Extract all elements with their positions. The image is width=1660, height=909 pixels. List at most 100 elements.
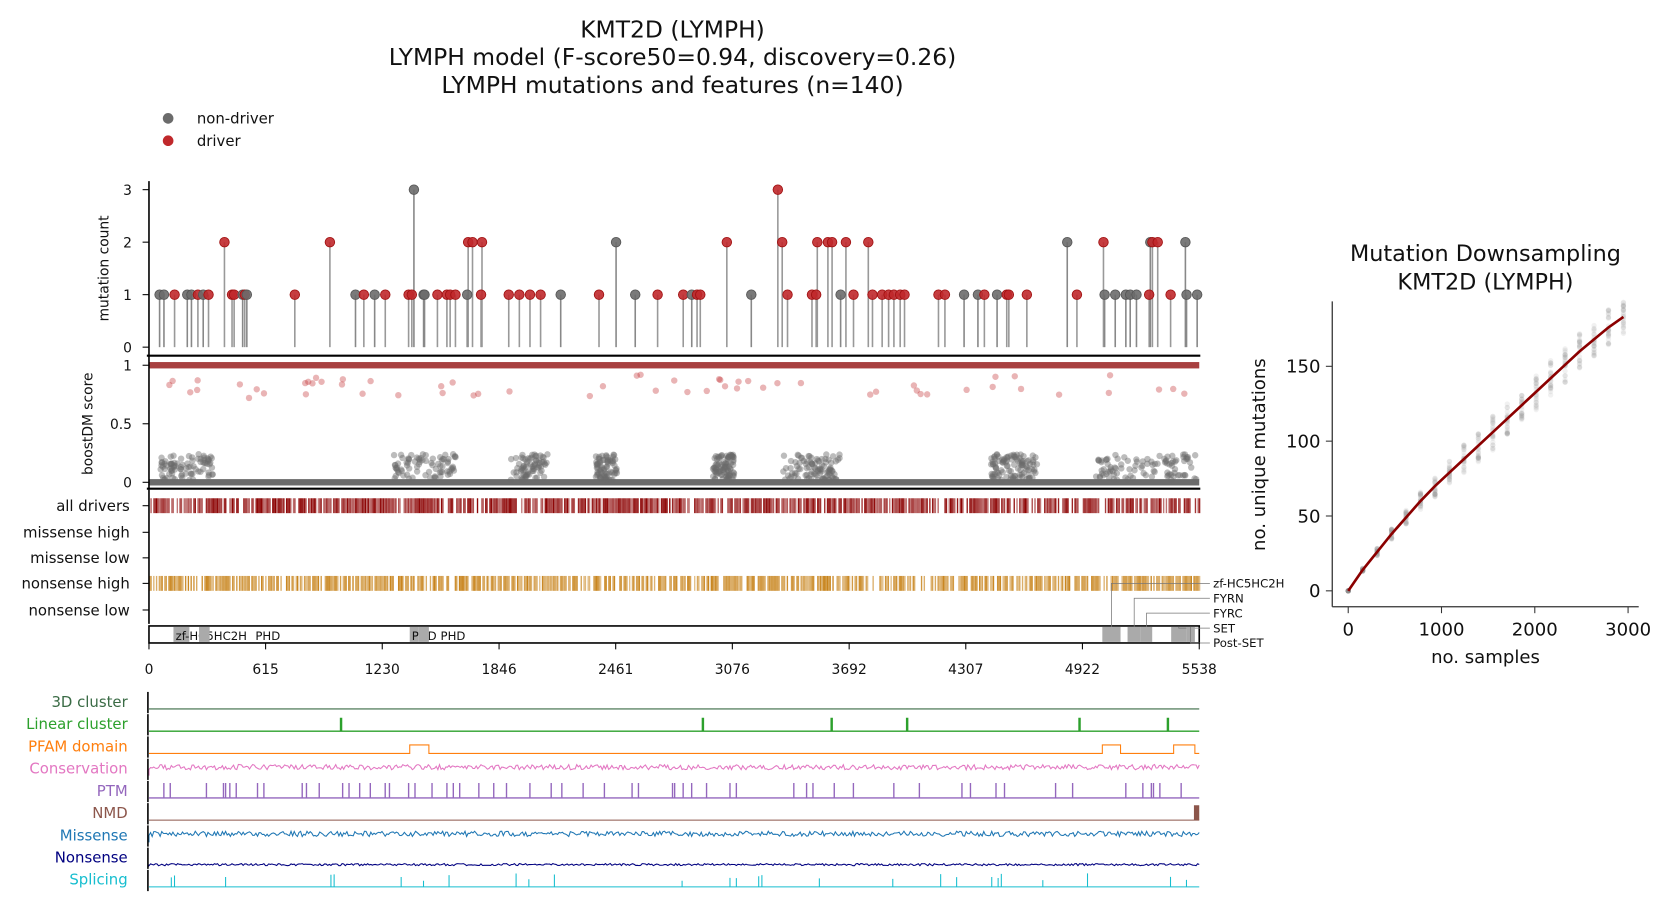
- all-drivers-stripe: [777, 498, 779, 514]
- boostdm-nondriver-point: [178, 472, 185, 480]
- nonsense-high-stripe: [461, 575, 463, 591]
- downsampling-sample-point: [1576, 337, 1583, 343]
- nonsense-high-stripe: [724, 575, 726, 591]
- downsampling-sample-point: [1475, 435, 1482, 441]
- boostdm-nondriver-point: [197, 458, 204, 466]
- boostdm-nondriver-point: [171, 459, 178, 467]
- boostdm-nondriver-point: [444, 468, 451, 475]
- all-drivers-stripe: [323, 498, 325, 514]
- boostdm-nondriver-point: [1100, 466, 1107, 473]
- nonsense-high-stripe: [153, 575, 155, 591]
- all-drivers-stripe: [1153, 498, 1155, 514]
- boostdm-nondriver-point: [437, 473, 444, 480]
- all-drivers-stripe: [846, 498, 848, 514]
- boostdm-nondriver-point: [1139, 458, 1146, 465]
- boostdm-nondriver-point: [408, 451, 415, 459]
- boostdm-nondriver-point: [1192, 476, 1200, 483]
- all-drivers-stripe: [897, 498, 899, 514]
- nonsense-high-stripe: [694, 575, 696, 591]
- nonsense-high-stripe: [806, 575, 808, 591]
- all-drivers-stripe: [626, 498, 628, 514]
- nonsense-high-stripe: [301, 575, 303, 591]
- nonsense-high-stripe: [548, 575, 551, 591]
- all-drivers-stripe: [313, 498, 315, 514]
- all-drivers-stripe: [330, 498, 332, 514]
- boostdm-nondriver-point: [519, 451, 526, 459]
- boostdm-nondriver-point: [597, 466, 605, 473]
- all-drivers-stripe: [866, 498, 869, 514]
- boostdm-nondriver-point: [205, 469, 212, 476]
- lollipop-nondriver-point: [746, 289, 757, 300]
- nonsense-high-stripe: [211, 575, 213, 591]
- all-drivers-stripe: [197, 498, 199, 514]
- boostdm-driver-point: [717, 376, 724, 384]
- domain-label: Post-SET: [1213, 636, 1264, 650]
- downsampling-sample-point: [1490, 413, 1496, 420]
- boostdm-nondriver-point: [171, 476, 179, 483]
- boostdm-nondriver-point: [717, 464, 725, 471]
- all-drivers-stripe: [828, 498, 830, 514]
- boostdm-driver-point: [339, 376, 347, 383]
- all-drivers-stripe: [393, 498, 396, 514]
- boostdm-nondriver-point: [394, 460, 402, 467]
- nonsense-high-stripe: [308, 575, 310, 591]
- all-drivers-stripe: [189, 498, 191, 514]
- nonsense-high-stripe: [267, 575, 270, 591]
- nonsense-high-stripe: [900, 575, 902, 591]
- all-drivers-stripe: [471, 498, 473, 514]
- downsampling-sample-point: [1475, 438, 1482, 444]
- boostdm-nondriver-point: [190, 463, 197, 470]
- all-drivers-stripe: [449, 498, 451, 514]
- domain-box: [1127, 627, 1141, 642]
- downsampling-sample-point: [1519, 410, 1525, 416]
- nonsense-high-stripe: [236, 575, 238, 591]
- all-drivers-stripe: [1055, 498, 1057, 514]
- downsampling-sample-point: [1417, 489, 1424, 495]
- nonsense-high-stripe: [943, 575, 945, 591]
- all-drivers-stripe: [391, 498, 393, 514]
- all-drivers-stripe: [1024, 498, 1027, 514]
- boostdm-driver-point: [797, 379, 805, 387]
- boostdm-nondriver-point: [1025, 474, 1033, 482]
- downsampling-sample-point: [1504, 404, 1510, 411]
- downsampling-sample-point: [1605, 311, 1612, 317]
- nonsense-high-stripe: [572, 575, 574, 591]
- boostdm-driver-point: [302, 379, 309, 387]
- all-drivers-stripe: [985, 498, 988, 514]
- boostdm-nondriver-point: [599, 464, 606, 471]
- boostdm-nondriver-point: [1183, 455, 1190, 462]
- boostdm-nondriver-point: [788, 470, 796, 477]
- boostdm-nondriver-point: [594, 470, 602, 478]
- boostdm-nondriver-point: [393, 465, 400, 472]
- all-drivers-stripe: [374, 498, 376, 514]
- x-tick-label: 615: [252, 662, 278, 678]
- nonsense-high-stripe: [438, 575, 440, 591]
- all-drivers-stripe: [334, 498, 336, 514]
- boostdm-nondriver-point: [1105, 474, 1113, 482]
- all-drivers-stripe: [620, 498, 623, 514]
- boostdm-nondriver-point: [1181, 471, 1188, 479]
- boostdm-nondriver-point: [537, 452, 544, 459]
- boostdm-driver-point: [1170, 385, 1177, 393]
- y-tick-label: 1: [123, 359, 132, 375]
- all-drivers-stripe: [765, 498, 768, 514]
- all-drivers-stripe: [1026, 498, 1028, 514]
- all-drivers-stripe: [327, 498, 329, 514]
- downsampling-sample-point: [1605, 336, 1612, 342]
- nonsense-high-stripe: [366, 575, 368, 591]
- all-drivers-stripe: [1174, 498, 1176, 514]
- all-drivers-stripe: [1197, 498, 1199, 514]
- all-drivers-stripe: [160, 498, 162, 514]
- nonsense-high-stripe: [619, 575, 621, 591]
- boostdm-nondriver-point: [522, 471, 529, 479]
- all-drivers-stripe: [983, 498, 985, 514]
- nonsense-high-stripe: [497, 575, 499, 591]
- nonsense-high-stripe: [689, 575, 692, 591]
- boostdm-nondriver-point: [1030, 461, 1037, 469]
- boostdm-nondriver-point: [518, 476, 525, 484]
- downsampling-sample-point: [1504, 431, 1510, 437]
- boostdm-nondriver-point: [824, 472, 831, 479]
- all-drivers-stripe: [438, 498, 440, 514]
- all-drivers-stripe: [162, 498, 165, 514]
- boostdm-nondriver-point: [449, 465, 457, 472]
